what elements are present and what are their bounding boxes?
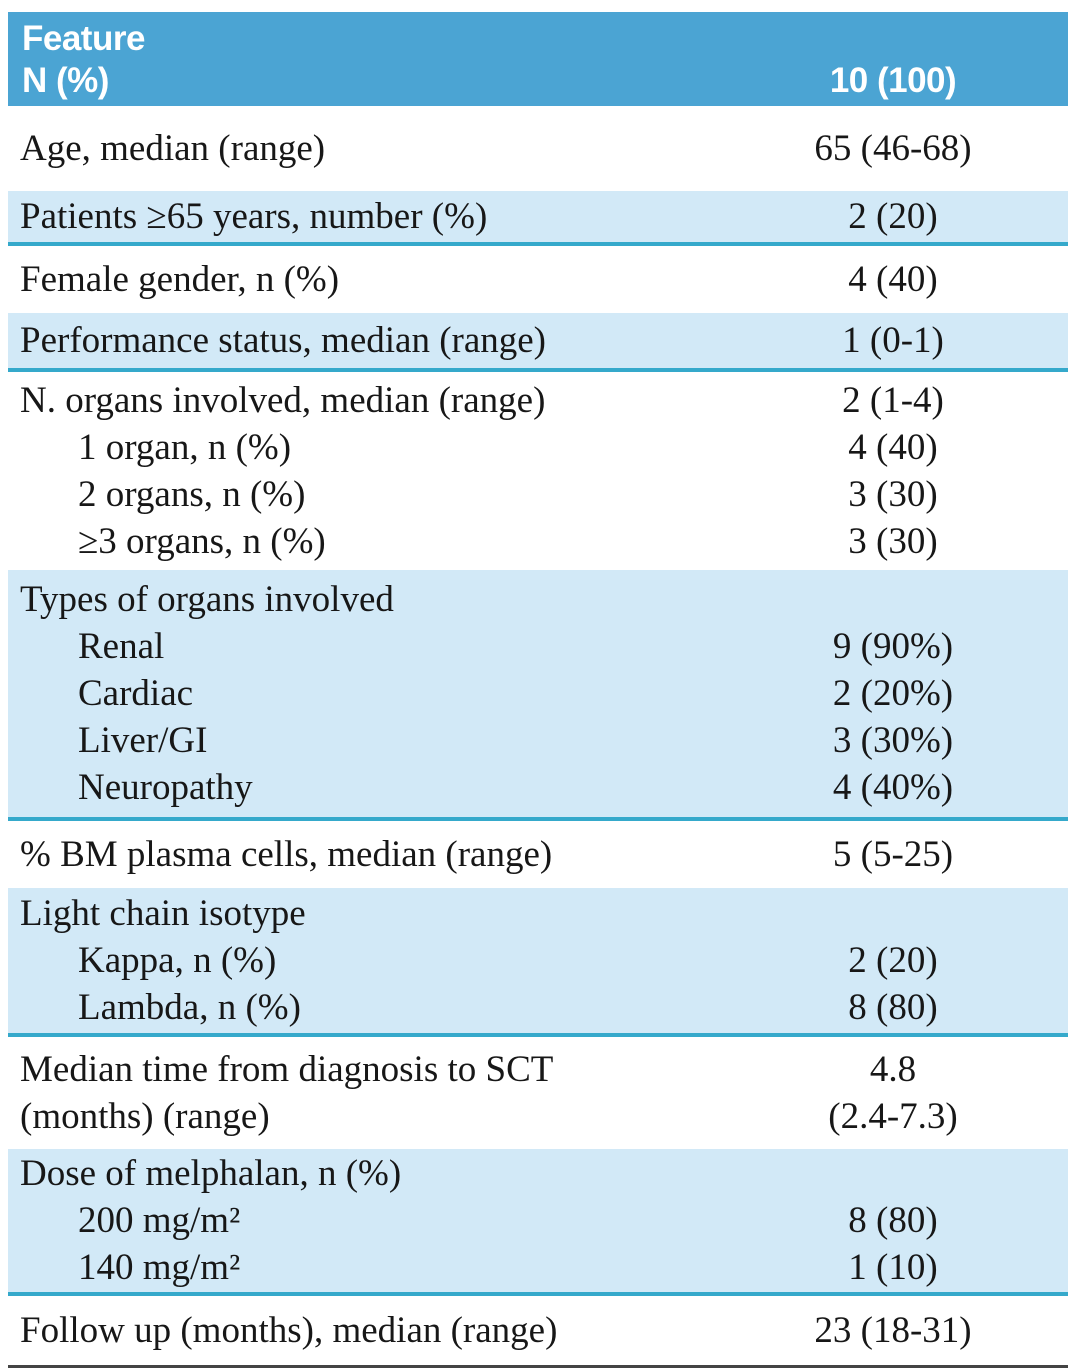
row-value: 9 (90%) (832, 626, 954, 667)
row-label: Light chain isotype (20, 893, 306, 934)
row-label: Follow up (months), median (range) (20, 1310, 558, 1351)
row-label: Female gender, n (%) (20, 259, 340, 300)
row-label: Dose of melphalan, n (%) (20, 1153, 402, 1194)
row-value: 4 (40) (848, 427, 938, 468)
row-label: Lambda, n (%) (78, 987, 301, 1028)
table-row: 2 organs, n (%) 3 (30) (8, 471, 1068, 518)
row-label: 2 organs, n (%) (78, 474, 306, 515)
section-melphalan-dose: Dose of melphalan, n (%) 200 mg/m² 8 (80… (8, 1149, 1068, 1296)
table-row: Renal 9 (90%) (8, 623, 1068, 670)
header-feature-label: Feature (22, 19, 145, 58)
header-total-value: 10 (100) (829, 61, 957, 100)
section-female-gender: Female gender, n (%) 4 (40) (8, 246, 1068, 313)
row-label: % BM plasma cells, median (range) (20, 834, 553, 875)
row-value: 2 (20%) (832, 673, 954, 714)
section-age: Age, median (range) 65 (46-68) (8, 106, 1068, 191)
table-row: Lambda, n (%) 8 (80) (8, 984, 1068, 1031)
table-row: Age, median (range) 65 (46-68) (8, 125, 1068, 172)
row-label: Liver/GI (78, 720, 208, 761)
row-value: 23 (18-31) (814, 1310, 972, 1351)
table-row: 1 organ, n (%) 4 (40) (8, 424, 1068, 471)
table-row: % BM plasma cells, median (range) 5 (5-2… (8, 831, 1068, 878)
row-value: (2.4-7.3) (828, 1096, 958, 1137)
table-row: N. organs involved, median (range) 2 (1-… (8, 377, 1068, 424)
table-header: Feature N (%) 10 (100) (8, 12, 1068, 106)
row-value: 3 (30) (848, 521, 938, 562)
row-label: 200 mg/m² (78, 1200, 241, 1241)
row-label: Median time from diagnosis to SCT (20, 1049, 554, 1090)
row-label: Neuropathy (78, 767, 253, 808)
table-row: ≥3 organs, n (%) 3 (30) (8, 518, 1068, 565)
section-time-to-sct: Median time from diagnosis to SCT 4.8 (m… (8, 1037, 1068, 1149)
row-label: N. organs involved, median (range) (20, 380, 546, 421)
section-performance-status: Performance status, median (range) 1 (0-… (8, 313, 1068, 372)
row-label: Performance status, median (range) (20, 320, 547, 361)
table-row: Female gender, n (%) 4 (40) (8, 256, 1068, 303)
row-label: Kappa, n (%) (78, 940, 277, 981)
row-value: 65 (46-68) (814, 128, 972, 169)
table-row: Patients ≥65 years, number (%) 2 (20) (8, 193, 1068, 240)
row-value: 4 (40) (848, 259, 938, 300)
table-row: Liver/GI 3 (30%) (8, 717, 1068, 764)
row-label: 1 organ, n (%) (78, 427, 292, 468)
header-feature-column: Feature N (%) (8, 18, 145, 102)
header-n-pct-label: N (%) (22, 61, 109, 100)
patient-characteristics-table: Feature N (%) 10 (100) Age, median (rang… (8, 12, 1068, 1368)
section-bm-plasma-cells: % BM plasma cells, median (range) 5 (5-2… (8, 821, 1068, 888)
row-label: Renal (78, 626, 165, 667)
table-row: Performance status, median (range) 1 (0-… (8, 317, 1068, 364)
table-row: Cardiac 2 (20%) (8, 670, 1068, 717)
section-organ-types: Types of organs involved Renal 9 (90%) C… (8, 570, 1068, 821)
row-label: Age, median (range) (20, 128, 326, 169)
table-row: Types of organs involved (8, 576, 1068, 623)
table-row: Kappa, n (%) 2 (20) (8, 937, 1068, 984)
row-value: 3 (30) (848, 474, 938, 515)
table-row: Follow up (months), median (range) 23 (1… (8, 1307, 1068, 1354)
table-row: Neuropathy 4 (40%) (8, 764, 1068, 811)
row-label: (months) (range) (20, 1096, 270, 1137)
row-value: 4.8 (869, 1049, 917, 1090)
table-row: 200 mg/m² 8 (80) (8, 1197, 1068, 1244)
row-value: 1 (10) (848, 1247, 938, 1288)
row-label: 140 mg/m² (78, 1247, 241, 1288)
section-follow-up: Follow up (months), median (range) 23 (1… (8, 1296, 1068, 1365)
table-row: Dose of melphalan, n (%) (8, 1150, 1068, 1197)
row-value: 5 (5-25) (832, 834, 954, 875)
row-value: 3 (30%) (832, 720, 954, 761)
row-label: Patients ≥65 years, number (%) (20, 196, 488, 237)
row-value: 2 (20) (848, 940, 938, 981)
section-light-chain-isotype: Light chain isotype Kappa, n (%) 2 (20) … (8, 888, 1068, 1037)
row-value: 4 (40%) (832, 767, 954, 808)
row-label: Types of organs involved (20, 579, 394, 620)
section-patients-over-65: Patients ≥65 years, number (%) 2 (20) (8, 191, 1068, 246)
row-value: 8 (80) (848, 987, 938, 1028)
row-value: 2 (20) (848, 196, 938, 237)
table-row: 140 mg/m² 1 (10) (8, 1244, 1068, 1291)
table-row: Median time from diagnosis to SCT 4.8 (8, 1046, 1068, 1093)
row-value: 8 (80) (848, 1200, 938, 1241)
table-row: (months) (range) (2.4-7.3) (8, 1093, 1068, 1140)
row-label: ≥3 organs, n (%) (78, 521, 326, 562)
table-row: Light chain isotype (8, 890, 1068, 937)
row-value: 2 (1-4) (842, 380, 944, 421)
row-value: 1 (0-1) (842, 320, 944, 361)
section-organs-involved: N. organs involved, median (range) 2 (1-… (8, 372, 1068, 570)
row-label: Cardiac (78, 673, 194, 714)
